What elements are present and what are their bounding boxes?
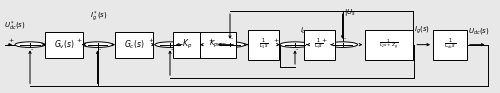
Text: $|U_s$: $|U_s$ bbox=[344, 7, 356, 17]
FancyBboxPatch shape bbox=[248, 30, 279, 60]
Text: $K_{pwm}$: $K_{pwm}$ bbox=[209, 39, 227, 50]
Circle shape bbox=[82, 42, 112, 47]
Text: $I^*_g(s)$: $I^*_g(s)$ bbox=[90, 9, 108, 24]
Text: $\frac{1}{C_f s}$: $\frac{1}{C_f s}$ bbox=[314, 37, 324, 52]
Circle shape bbox=[280, 42, 310, 47]
Text: +: + bbox=[274, 38, 278, 43]
Text: -: - bbox=[31, 48, 33, 53]
Text: $\frac{1}{L_2s+Z_g}$: $\frac{1}{L_2s+Z_g}$ bbox=[380, 38, 398, 52]
FancyBboxPatch shape bbox=[304, 30, 334, 60]
Circle shape bbox=[15, 42, 45, 47]
Text: -: - bbox=[98, 48, 100, 53]
Text: $K_p$: $K_p$ bbox=[182, 38, 192, 51]
Text: +: + bbox=[76, 38, 81, 43]
Text: $\frac{1}{L_1s}$: $\frac{1}{L_1s}$ bbox=[258, 37, 268, 52]
Text: +: + bbox=[321, 38, 326, 43]
FancyBboxPatch shape bbox=[45, 32, 82, 58]
Text: +: + bbox=[208, 38, 214, 43]
FancyBboxPatch shape bbox=[433, 30, 467, 60]
Text: +: + bbox=[148, 38, 154, 43]
Text: $G_c(s)$: $G_c(s)$ bbox=[124, 38, 144, 51]
FancyBboxPatch shape bbox=[115, 32, 153, 58]
Circle shape bbox=[215, 42, 245, 47]
Circle shape bbox=[328, 42, 358, 47]
Text: -: - bbox=[296, 48, 298, 53]
FancyBboxPatch shape bbox=[365, 30, 413, 60]
FancyBboxPatch shape bbox=[173, 32, 202, 58]
FancyBboxPatch shape bbox=[200, 32, 236, 58]
Text: -: - bbox=[344, 37, 345, 42]
Text: $U_{dc}(s)$: $U_{dc}(s)$ bbox=[468, 26, 489, 36]
Text: $U^*_{dc}(s)$: $U^*_{dc}(s)$ bbox=[4, 19, 26, 33]
Text: $I_g(s)$: $I_g(s)$ bbox=[414, 25, 430, 36]
Text: $\frac{1}{C_{dc}s}$: $\frac{1}{C_{dc}s}$ bbox=[444, 37, 456, 52]
Text: $G_v(s)$: $G_v(s)$ bbox=[54, 38, 74, 51]
Circle shape bbox=[155, 42, 185, 47]
Text: -: - bbox=[231, 37, 233, 42]
Text: $i_c$: $i_c$ bbox=[300, 26, 306, 36]
Text: +: + bbox=[8, 38, 14, 43]
Text: -: - bbox=[171, 48, 173, 53]
